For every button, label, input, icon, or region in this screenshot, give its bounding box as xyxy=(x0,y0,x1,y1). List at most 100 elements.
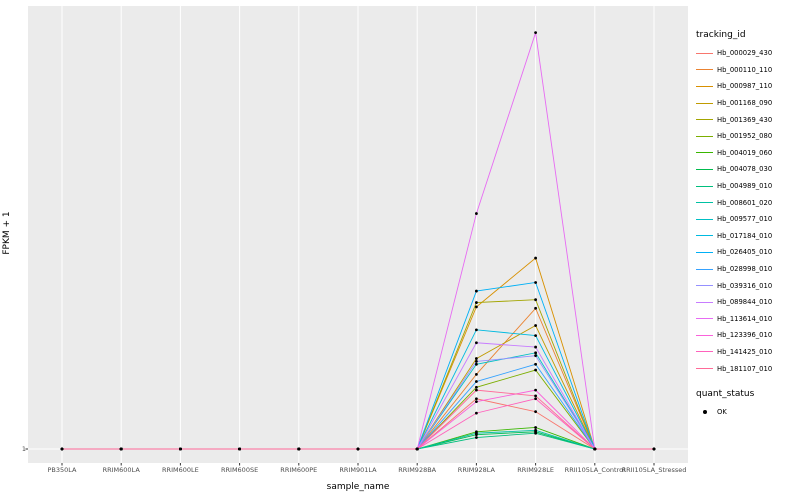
data-point xyxy=(534,306,537,310)
legend-entry-Hb_123396_010: Hb_123396_010 xyxy=(696,327,798,344)
data-point xyxy=(297,447,301,451)
legend-entry-label: Hb_141425_010 xyxy=(717,347,773,356)
line-key-icon xyxy=(696,246,713,258)
data-point xyxy=(475,360,478,363)
legend-entry-label: Hb_001168_090 xyxy=(717,99,773,108)
data-point xyxy=(475,388,478,392)
line-key-icon xyxy=(696,296,713,308)
legend-entry-label: OK xyxy=(717,408,727,417)
data-point xyxy=(475,301,478,304)
legend-color-entries: Hb_000029_430 Hb_000110_110 Hb_000987_110 H… xyxy=(696,45,798,377)
legend-entry-Hb_004019_060: Hb_004019_060 xyxy=(696,145,798,162)
data-point xyxy=(475,328,478,332)
data-point xyxy=(475,431,478,435)
data-point xyxy=(415,447,419,451)
data-point xyxy=(534,31,537,35)
line-key-icon xyxy=(696,263,713,275)
data-point xyxy=(475,289,478,293)
line-key-icon xyxy=(696,363,713,375)
data-point xyxy=(238,447,242,451)
line-key-icon xyxy=(696,329,713,341)
legend-entry-Hb_113614_010: Hb_113614_010 xyxy=(696,311,798,328)
line-key-icon xyxy=(696,147,713,159)
line-key-icon xyxy=(696,97,713,109)
legend-entry-label: Hb_181107_010 xyxy=(717,364,773,373)
legend-entry-Hb_000987_110: Hb_000987_110 xyxy=(696,78,798,95)
legend-entry-label: Hb_004078_030 xyxy=(717,165,773,174)
x-tick-label: RRIM928BA xyxy=(398,466,437,474)
legend-entry-Hb_039316_010: Hb_039316_010 xyxy=(696,277,798,294)
legend-entry-label: Hb_008601_020 xyxy=(717,198,773,207)
legend-entry-label: Hb_004989_010 xyxy=(717,182,773,191)
legend-entry-Hb_004078_030: Hb_004078_030 xyxy=(696,161,798,178)
line-key-icon xyxy=(696,213,713,225)
line-key-icon xyxy=(696,114,713,126)
data-point xyxy=(475,436,478,439)
line-key-icon xyxy=(696,47,713,59)
data-point xyxy=(534,431,537,435)
legend-entry-label: Hb_089844_010 xyxy=(717,298,773,307)
data-point xyxy=(534,281,537,284)
legend-entry-label: Hb_001952_080 xyxy=(717,132,773,141)
data-point xyxy=(534,388,537,392)
legend-entry-Hb_001369_430: Hb_001369_430 xyxy=(696,111,798,128)
data-point xyxy=(534,426,537,429)
legend-entry-Hb_141425_010: Hb_141425_010 xyxy=(696,344,798,361)
data-point xyxy=(534,345,537,349)
data-point xyxy=(119,447,123,451)
legend-entry-label: Hb_026405_010 xyxy=(717,248,773,257)
data-point xyxy=(534,397,537,401)
legend-entry-label: Hb_113614_010 xyxy=(717,314,773,323)
x-tick-label: RRIM600SE xyxy=(220,466,259,474)
legend-entry-ok: OK xyxy=(696,404,798,421)
line-key-icon xyxy=(696,130,713,142)
legend-entry-Hb_009577_010: Hb_009577_010 xyxy=(696,211,798,228)
line-key-icon xyxy=(696,64,713,76)
legend-entry-Hb_026405_010: Hb_026405_010 xyxy=(696,244,798,261)
x-tick-label: RRIM928LE xyxy=(517,466,554,474)
line-key-icon xyxy=(696,230,713,242)
data-point xyxy=(534,324,537,327)
x-tick-label: RRII105LA_Control xyxy=(564,466,625,474)
data-point xyxy=(593,447,597,451)
data-point xyxy=(534,394,537,398)
legend-title-tracking-id: tracking_id xyxy=(696,30,746,40)
data-point xyxy=(534,354,537,358)
legend-entry-label: Hb_009577_010 xyxy=(717,215,773,224)
data-point xyxy=(475,385,478,389)
line-key-icon xyxy=(696,280,713,292)
x-tick-label: RRIM600PE xyxy=(280,466,318,474)
legend-entry-Hb_001952_080: Hb_001952_080 xyxy=(696,128,798,145)
data-point xyxy=(475,357,478,360)
line-key-icon xyxy=(696,197,713,209)
x-tick-label: RRIM901LA xyxy=(339,466,377,474)
data-point xyxy=(475,305,478,309)
data-point xyxy=(534,298,537,302)
x-tick-label: RRIM600LA xyxy=(102,466,140,474)
y-tick-label: 1 xyxy=(21,445,26,453)
data-point xyxy=(475,380,478,383)
legend-entry-label: Hb_039316_010 xyxy=(717,281,773,290)
legend-entry-label: Hb_004019_060 xyxy=(717,148,773,157)
legend-entry-Hb_017184_010: Hb_017184_010 xyxy=(696,228,798,245)
line-key-icon xyxy=(696,80,713,92)
data-point xyxy=(534,428,537,432)
x-tick-label: RRII105LA_Stressed xyxy=(621,466,687,474)
ok-point-icon xyxy=(696,406,713,418)
data-point xyxy=(534,334,537,337)
legend-entry-label: Hb_123396_010 xyxy=(717,331,773,340)
legend-entry-Hb_181107_010: Hb_181107_010 xyxy=(696,360,798,377)
data-point xyxy=(534,256,537,260)
legend-entry-Hb_028998_010: Hb_028998_010 xyxy=(696,261,798,278)
legend-title-quant-status: quant_status xyxy=(696,388,755,399)
legend: tracking_id Hb_000029_430 Hb_000110_110 Hb… xyxy=(696,30,798,420)
data-point xyxy=(475,400,478,404)
data-point xyxy=(475,341,478,345)
legend-entry-label: Hb_000987_110 xyxy=(717,82,773,91)
data-point xyxy=(652,447,656,451)
data-point xyxy=(534,351,537,355)
data-point xyxy=(179,447,182,451)
data-point xyxy=(475,397,478,401)
line-key-icon xyxy=(696,346,713,358)
